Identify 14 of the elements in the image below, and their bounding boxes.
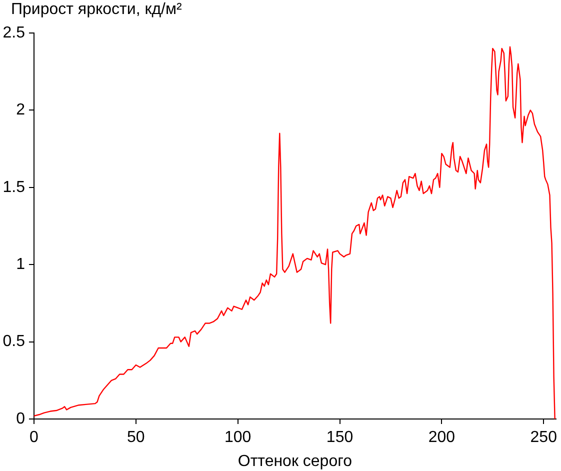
x-tick-label: 50: [127, 429, 145, 446]
y-tick-label: 2: [16, 102, 26, 119]
y-tick-label: 1.5: [2, 178, 26, 196]
x-axis-title: Оттенок серого: [238, 452, 352, 470]
y-tick-label: 0: [16, 410, 26, 428]
y-tick-label: 2.5: [2, 24, 26, 42]
y-axis-title: Прирост яркости, кд/м²: [11, 0, 182, 20]
x-tick-label: 100: [224, 429, 252, 446]
x-tick-label: 150: [326, 429, 354, 446]
y-tick-label: 1: [16, 256, 26, 274]
x-tick-label: 250: [530, 429, 558, 446]
x-tick-label: 200: [428, 429, 456, 446]
x-tick-label: 0: [30, 429, 39, 446]
y-tick-label: 0.5: [2, 333, 26, 350]
